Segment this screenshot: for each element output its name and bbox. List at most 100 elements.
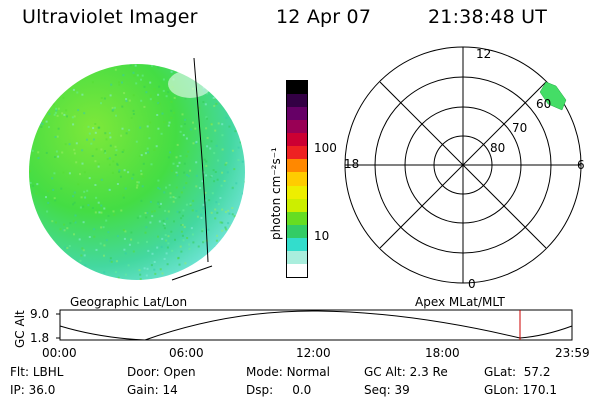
speckle-dot [171,249,174,252]
speckle-dot [116,235,119,238]
speckle-dot [146,211,149,214]
colorbar-band [287,93,307,108]
speckle-dot [115,260,118,263]
colorbar-tick-100: 100 [314,141,337,155]
speckle-dot [206,137,209,139]
speckle-dot [145,216,148,219]
speckle-dot [143,267,146,270]
speckle-dot [179,130,182,133]
speckle-dot [149,98,152,101]
speckle-dot [109,136,112,139]
speckle-dot [177,257,180,260]
speckle-dot [175,173,178,176]
bright-patch [168,70,212,98]
speckle-dot [130,231,133,234]
speckle-dot [114,68,117,71]
speckle-dot [60,187,63,190]
speckle-dot [37,151,40,154]
speckle-dot [224,163,227,166]
speckle-dot [183,162,186,165]
speckle-dot [188,243,191,246]
speckle-dot [125,132,128,135]
speckle-dot [51,220,54,223]
speckle-dot [241,160,244,163]
speckle-dot [80,196,83,199]
speckle-dot [231,213,234,216]
info-mode: Mode: Normal [246,365,330,379]
mlt-label-6: 6 [577,158,585,172]
speckle-dot [186,174,188,176]
speckle-dot [136,216,139,219]
speckle-dot [219,197,222,199]
speckle-dot [153,268,156,271]
speckle-dot [231,207,234,210]
speckle-dot [118,81,120,84]
speckle-dot [151,215,154,218]
colorbar-band [287,211,307,225]
speckle-dot [214,208,217,211]
speckle-dot [88,177,91,180]
speckle-dot [228,125,231,128]
speckle-dot [97,165,100,168]
speckle-dot [157,235,159,238]
speckle-dot [150,264,153,267]
speckle-dot [174,197,177,199]
speckle-dot [221,229,224,232]
speckle-dot [35,192,38,195]
speckle-dot [158,102,161,105]
speckle-dot [173,220,175,223]
speckle-dot [185,182,188,185]
speckle-dot [206,117,208,120]
speckle-dot [72,203,75,206]
speckle-dot [180,250,183,253]
speckle-dot [87,204,90,207]
speckle-dot [157,93,160,96]
speckle-dot [138,269,141,272]
speckle-dot [180,191,183,194]
speckle-dot [149,94,152,97]
speckle-dot [123,248,126,251]
polar-caption: Apex MLat/MLT [415,295,505,309]
speckle-dot [165,239,168,242]
speckle-dot [45,151,48,154]
speckle-dot [143,85,146,88]
speckle-dot [140,173,143,176]
speckle-dot [91,81,94,84]
speckle-dot [139,126,142,129]
speckle-dot [140,78,142,81]
speckle-dot [178,263,181,266]
speckle-dot [169,151,172,154]
speckle-dot [231,187,234,190]
speckle-dot [204,199,207,202]
speckle-dot [135,140,138,143]
speckle-dot [151,210,154,213]
speckle-dot [200,213,203,216]
speckle-dot [105,219,108,222]
speckle-dot [133,74,136,77]
speckle-dot [94,160,97,163]
speckle-dot [132,71,135,74]
colorbar-band [287,119,307,134]
speckle-dot [130,116,133,119]
speckle-dot [216,234,219,237]
speckle-dot [73,115,76,118]
speckle-dot [78,238,81,241]
speckle-dot [203,158,206,161]
speckle-dot [81,162,84,165]
speckle-dot [52,103,55,106]
speckle-dot [64,246,67,249]
speckle-dot [128,99,131,102]
speckle-dot [93,235,96,238]
speckle-dot [94,184,97,186]
speckle-dot [144,212,147,214]
speckle-dot [217,203,220,206]
speckle-dot [204,191,207,194]
speckle-dot [100,204,103,207]
speckle-dot [176,210,179,213]
speckle-dot [207,228,210,231]
timeline-ytick-label-9: 9.0 [30,307,50,321]
lat-label-60: 60 [536,97,552,111]
speckle-dot [88,132,91,135]
speckle-dot [47,201,50,204]
speckle-dot [118,83,121,86]
